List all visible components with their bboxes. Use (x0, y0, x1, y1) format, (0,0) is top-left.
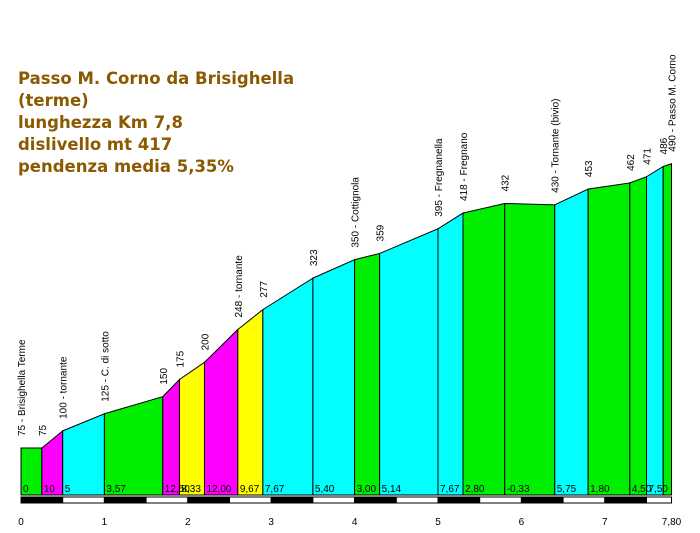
waypoint-altitude-label: 175 (175, 350, 186, 367)
segment-gradient-label: 5,14 (382, 484, 402, 495)
km-scale-bar (354, 496, 397, 504)
km-scale-bar (395, 496, 439, 504)
profile-segment (504, 202, 556, 496)
profile-segment (312, 258, 356, 496)
km-scale-bar (312, 496, 356, 504)
profile-segment (554, 188, 589, 496)
profile-segment (462, 202, 506, 496)
profile-segment (103, 395, 164, 496)
waypoint-altitude-label: 323 (309, 249, 320, 266)
km-scale-bar (20, 496, 64, 504)
km-tick-label: 1 (102, 517, 108, 528)
km-tick-label: 7,80 (662, 517, 682, 528)
climb-average-gradient: pendenza media 5,35% (18, 157, 234, 176)
segment-gradient-label: 8,33 (181, 484, 201, 495)
profile-segment (178, 361, 205, 496)
segment-gradient-label: 7,67 (265, 484, 285, 495)
waypoint-altitude-label: 430 - Tornante (bivio) (551, 99, 562, 193)
profile-segment (162, 378, 180, 496)
waypoint-altitude-label: 125 - C. di sotto (100, 331, 111, 402)
waypoint-altitude-label: 100 - tornante (59, 356, 70, 419)
km-scale-bar (604, 496, 647, 504)
km-scale-bar (437, 496, 481, 504)
climb-title: Passo M. Corno da Brisighella (18, 69, 295, 88)
profile-segment (262, 277, 314, 496)
segment-gradient-label: 4,50 (632, 484, 652, 495)
km-scale-bar (103, 496, 147, 504)
waypoint-altitude-label: 432 (501, 174, 512, 191)
km-tick-label: 0 (18, 517, 24, 528)
profile-segment (662, 163, 673, 496)
segment-gradient-label: 5,75 (557, 484, 577, 495)
segment-gradient-label: 2,80 (465, 484, 485, 495)
segment-gradient-label: 12,00 (206, 484, 231, 495)
km-tick-label: 6 (519, 517, 525, 528)
profile-segment (437, 212, 464, 496)
km-tick-label: 2 (185, 517, 191, 528)
profile-segment (237, 308, 264, 496)
km-scale-bar (145, 496, 189, 504)
km-scale-bar (229, 496, 272, 504)
segment-gradient-label: 7,67 (440, 484, 460, 495)
profile-segment (587, 182, 631, 496)
profile-segment (354, 252, 381, 496)
profile-segment (203, 328, 239, 496)
waypoint-altitude-label: 75 - Brisighella Terme (17, 339, 28, 436)
waypoint-altitude-label: 150 (159, 368, 170, 385)
waypoint-altitude-label: 453 (584, 160, 595, 177)
segment-gradient-label: 12,50 (165, 484, 190, 495)
waypoint-altitude-label: 418 - Fregnano (459, 132, 470, 201)
km-tick-label: 3 (268, 517, 274, 528)
segment-gradient-label: 7,50 (649, 484, 669, 495)
waypoint-altitude-label: 277 (259, 281, 270, 298)
km-scale-bar (62, 496, 105, 504)
km-scale-bar (562, 496, 606, 504)
profile-segment (62, 413, 105, 496)
km-scale-bar (646, 496, 673, 504)
km-scale-bar (270, 496, 314, 504)
waypoint-altitude-label: 471 (643, 148, 654, 165)
waypoint-altitude-label: 350 - Cottignola (351, 177, 362, 248)
segment-gradient-label: 5,40 (315, 484, 335, 495)
climb-title-cont: (terme) (18, 91, 89, 110)
profile-segment (379, 228, 439, 496)
climb-elevation-gain: dislivello mt 417 (18, 135, 173, 154)
waypoint-altitude-label: 248 - tornante (234, 255, 245, 318)
segment-gradient-label: 1,80 (590, 484, 610, 495)
segment-gradient-label: 9,67 (240, 484, 260, 495)
profile-segment (646, 165, 664, 496)
km-tick-label: 4 (352, 517, 358, 528)
km-scale-bar (187, 496, 231, 504)
waypoint-altitude-label: 462 (626, 154, 637, 171)
segment-gradient-label: 5 (65, 484, 71, 495)
segment-gradient-label: 10 (44, 484, 56, 495)
km-tick-label: 5 (435, 517, 441, 528)
waypoint-altitude-label: 490 - Passo M. Corno (668, 54, 679, 152)
waypoint-altitude-label: 395 - Fregnanella (434, 138, 445, 217)
waypoint-altitude-label: 359 (376, 224, 387, 241)
waypoint-altitude-label: 200 (200, 333, 211, 350)
waypoint-altitude-label: 75 (38, 424, 49, 436)
segment-gradient-label: 3,57 (106, 484, 126, 495)
km-scale-bar (520, 496, 564, 504)
climb-length: lunghezza Km 7,8 (18, 113, 183, 132)
segment-gradient-label: -0,33 (507, 484, 530, 495)
segment-gradient-label: 3,00 (357, 484, 377, 495)
waypoint-altitude-label: 486 (659, 137, 670, 154)
profile-segment (629, 176, 647, 496)
climb-info: Passo M. Corno da Brisighella (terme) lu… (18, 68, 294, 178)
km-tick-label: 7 (602, 517, 608, 528)
km-scale-bar (479, 496, 522, 504)
segment-gradient-label: 0 (23, 484, 29, 495)
